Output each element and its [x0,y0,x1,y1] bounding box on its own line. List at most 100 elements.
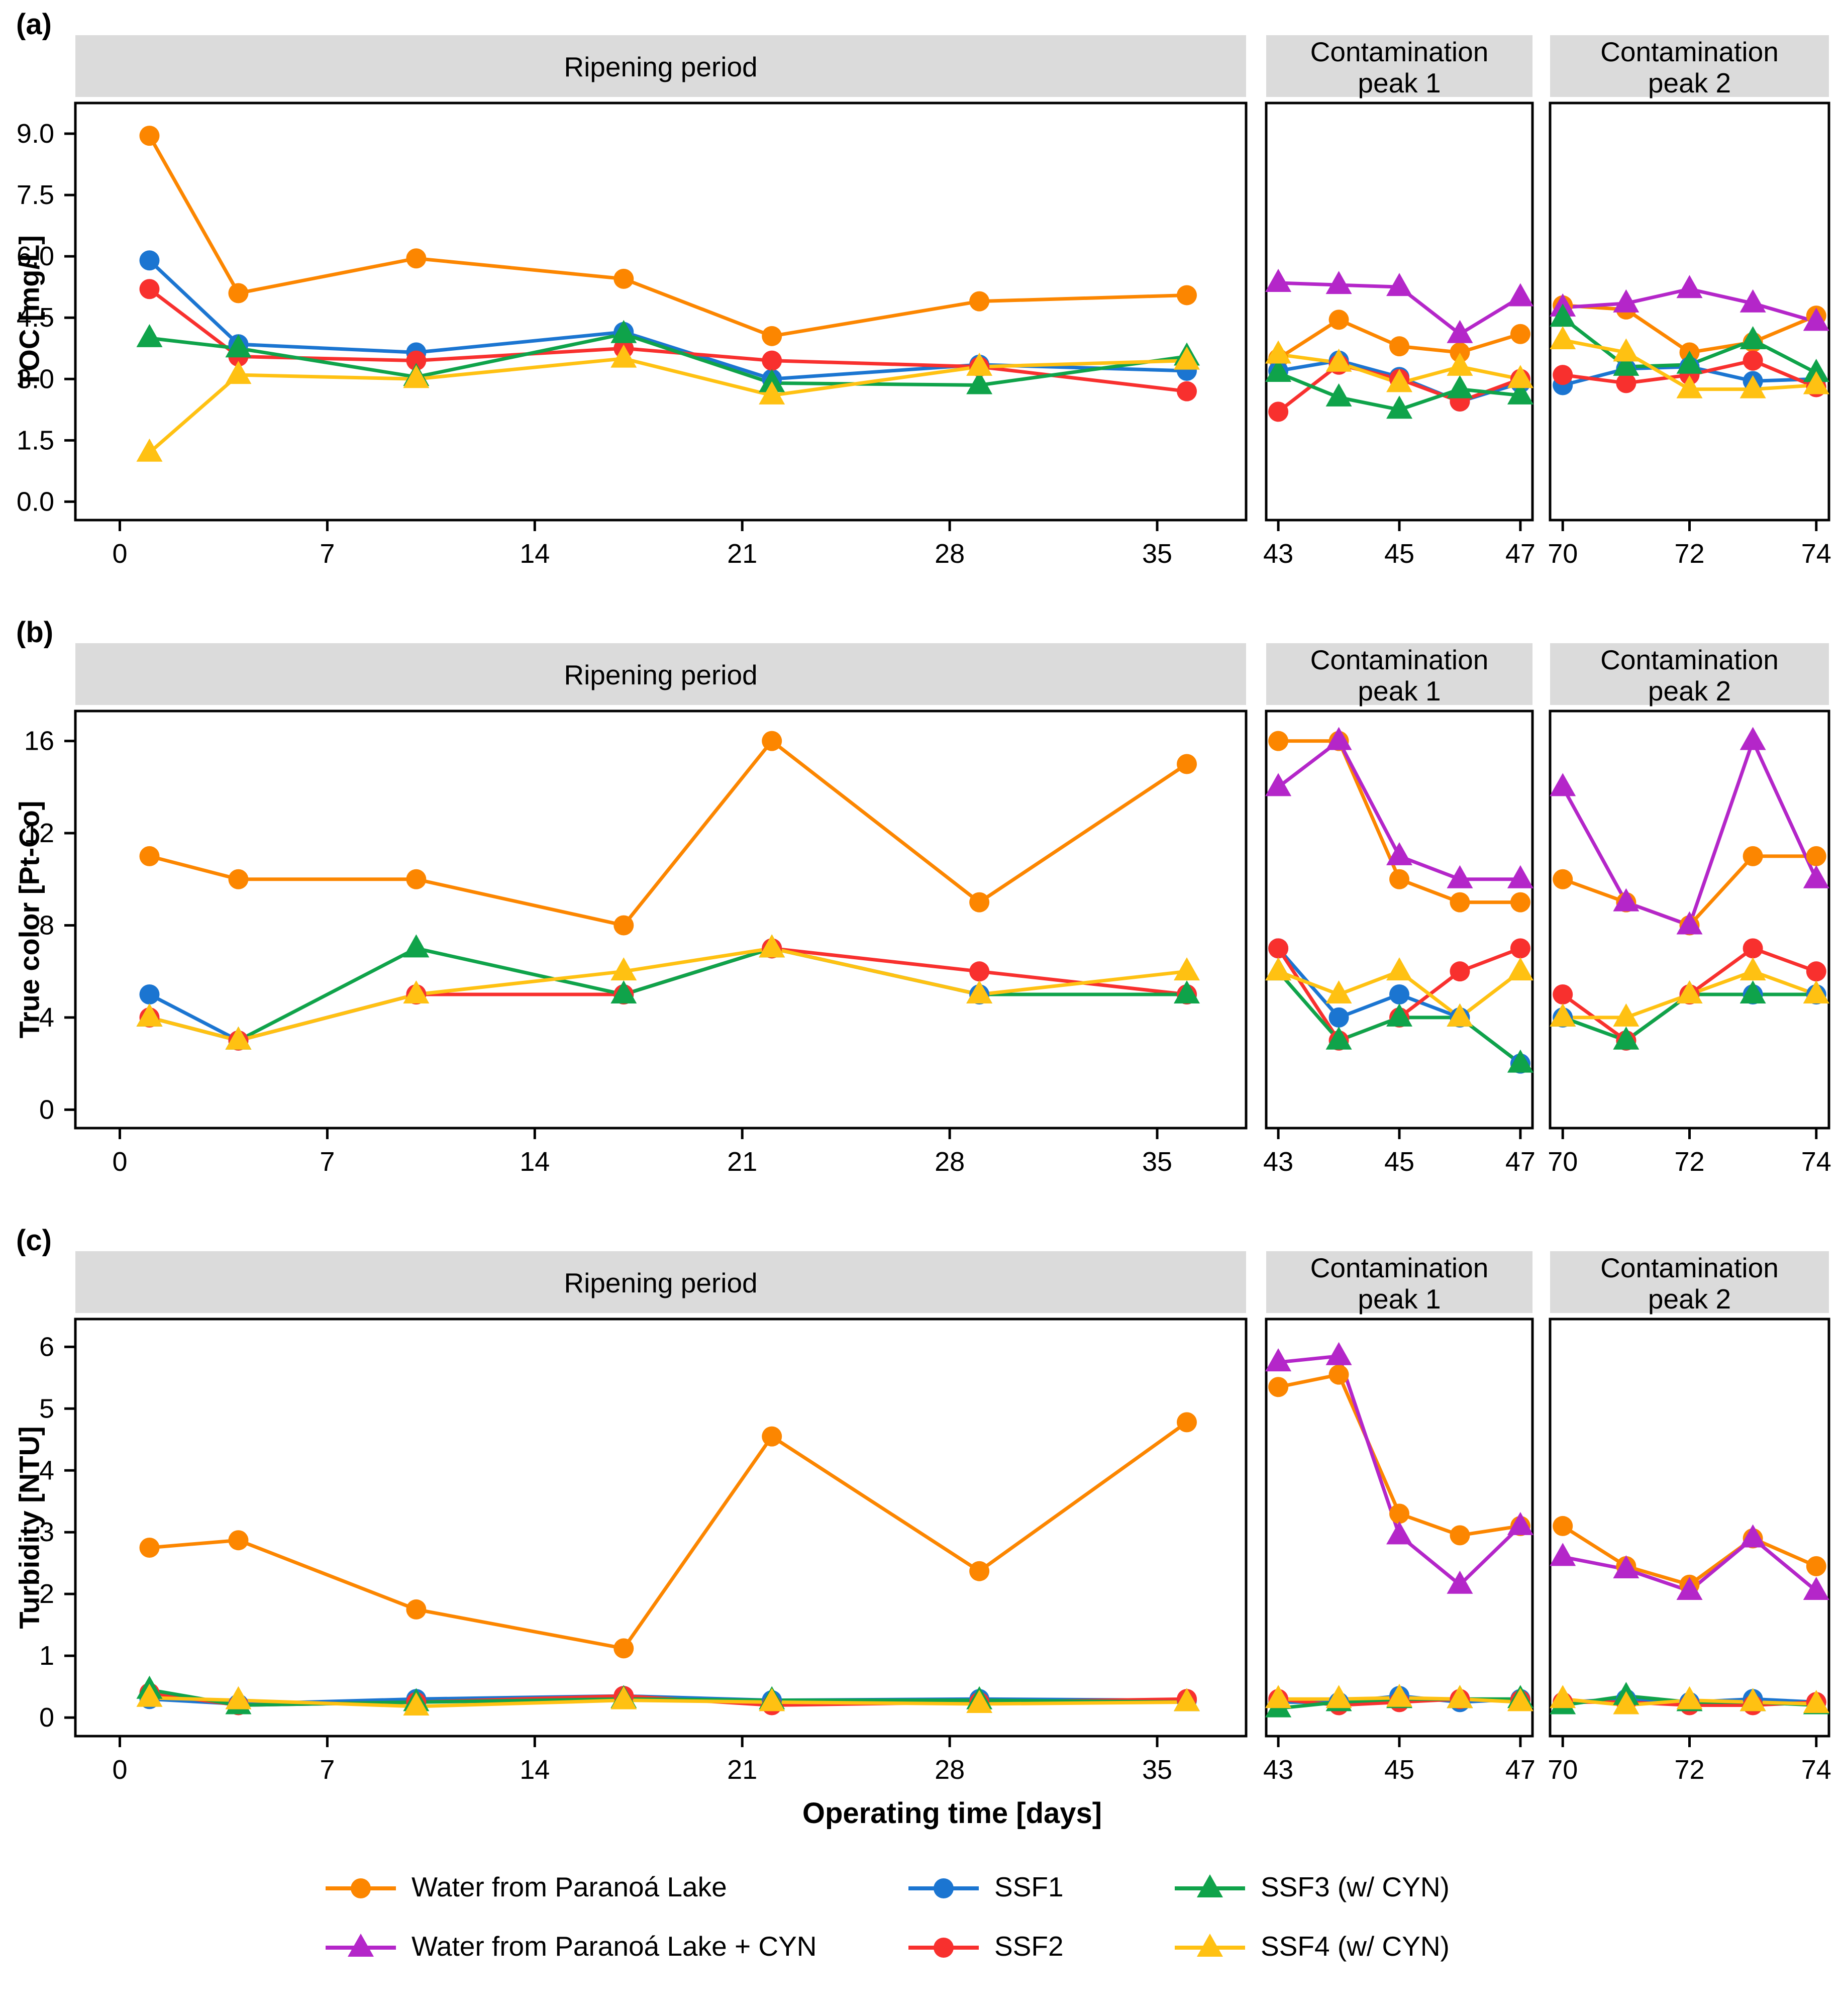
strip-header [1266,643,1532,705]
data-point [1447,865,1473,888]
data-point [1510,938,1530,959]
x-tick-label: 14 [520,1755,550,1785]
data-point [1676,350,1703,374]
x-axis-title: Operating time [days] [802,1797,1102,1830]
legend-row: Water from Paranoá Lake SSF1 SSF3 (w/ CYN) [0,1869,1842,1904]
data-point [1613,1555,1640,1578]
legend-item: SSF4 (w/ CYN) [1172,1929,1519,1964]
data-point [1174,980,1200,1004]
series-line-1 [1561,739,1818,927]
legend-marker [934,1938,954,1958]
data-point [613,268,634,289]
data-point [406,350,427,371]
data-point [966,352,993,376]
x-tick-label: 28 [935,1147,965,1177]
plot-frame [1265,710,1534,1130]
data-point [1676,911,1703,935]
legend-label: Water from Paranoá Lake + CYN [412,1931,817,1962]
data-point [613,1638,634,1659]
data-point [139,984,160,1005]
data-point [1510,324,1530,344]
x-tick-label: 72 [1674,1147,1704,1177]
data-point [1325,1026,1352,1050]
subpanel-2: Contamination peak 2 70 72 74 [1548,35,1831,569]
y-tick-label: 0 [39,1094,54,1125]
data-point [1739,980,1766,1004]
y-tick-label: 3.0 [17,364,54,394]
data-point [1325,1685,1352,1708]
data-point [1613,888,1640,912]
x-tick-label: 70 [1548,539,1578,569]
x-tick-label: 0 [112,539,127,569]
x-tick-label: 45 [1384,1755,1414,1785]
data-point [759,381,785,405]
strip-header [1266,35,1532,97]
data-point [1177,381,1197,401]
data-point [1676,980,1703,1004]
y-tick-label: 0.0 [17,486,54,517]
data-point [1613,1691,1640,1715]
data-point [1328,1364,1349,1385]
legend-label: SSF3 (w/ CYN) [1261,1871,1450,1902]
data-point [136,324,163,347]
x-tick-label: 70 [1548,1147,1578,1177]
data-point [1386,1521,1412,1545]
data-point [610,320,637,343]
series-line-2 [148,259,1187,381]
y-tick-label: 12 [24,818,54,848]
legend-label: Water from Paranoá Lake [412,1871,727,1902]
subpanel-0: Ripening period 0 7 14 21 28 35 [74,35,1248,569]
y-tick-label: 6.0 [17,241,54,271]
x-tick-label: 14 [520,539,550,569]
data-point [1328,1007,1349,1028]
data-point [136,1003,163,1027]
data-point [136,438,163,462]
legend-marker [934,1878,954,1898]
data-point [1806,1556,1826,1576]
x-tick-label: 21 [727,539,757,569]
data-point [1510,892,1530,913]
data-point [966,1690,993,1713]
data-point [406,248,427,269]
data-point [403,934,430,958]
data-point [1739,957,1766,981]
strip-header [1550,643,1829,705]
data-point [1550,326,1576,349]
x-tick-label: 43 [1263,539,1293,569]
data-point [966,980,993,1004]
data-point [1447,320,1473,343]
data-point [228,1530,249,1551]
series-line-4 [149,946,1187,1043]
strip-title: Ripening period [564,51,757,82]
strip-title: Contamination peak 1 [1310,644,1489,707]
data-point [1739,727,1766,750]
x-tick-label: 35 [1142,539,1172,569]
data-point [1507,957,1533,981]
strip-title: Ripening period [564,659,757,690]
triangle-marker-icon [326,1934,396,1957]
data-point [1447,375,1473,398]
data-point [1386,395,1412,419]
data-point [1676,1577,1703,1600]
x-tick-label: 28 [935,1755,965,1785]
data-point [1268,731,1289,751]
data-point [406,869,427,889]
y-tick-label: 6 [39,1332,54,1362]
y-tick-label: 0 [39,1702,54,1733]
data-point [1507,1511,1533,1535]
subpanel-1: Contamination peak 1 43 45 47 [1263,35,1536,569]
data-point [1386,1003,1412,1027]
data-point [1739,1688,1766,1711]
data-point [403,1692,430,1716]
strip-title: Contamination peak 1 [1310,1252,1489,1315]
strip-header [75,35,1246,97]
data-point [139,1537,160,1558]
data-point [1739,1524,1766,1548]
x-tick-label: 21 [727,1147,757,1177]
data-point [1806,846,1826,866]
data-point [610,980,637,1004]
data-point [1739,375,1766,398]
data-point [228,283,249,304]
strip-title: Contamination peak 2 [1600,1252,1779,1315]
x-tick-label: 43 [1263,1755,1293,1785]
